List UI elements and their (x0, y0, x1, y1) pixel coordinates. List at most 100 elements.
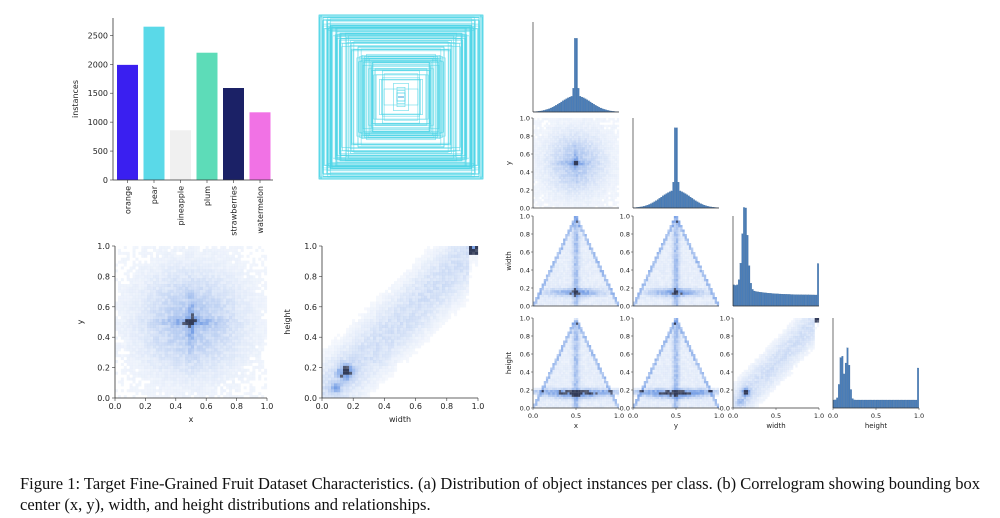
density-cell (376, 383, 380, 387)
density-cell (451, 269, 455, 273)
density-cell (193, 248, 197, 252)
density-cell (361, 313, 365, 317)
density-cell (191, 351, 195, 355)
density-cell (132, 307, 136, 311)
density-cell (535, 120, 538, 123)
density-cell (565, 203, 568, 206)
density-cell (252, 336, 256, 340)
density-cell (176, 310, 180, 314)
density-cell (237, 281, 241, 285)
density-cell (164, 307, 168, 311)
density-cell (199, 316, 203, 320)
bounding-box (334, 34, 468, 160)
density-cell (214, 383, 218, 387)
density-cell (418, 275, 422, 279)
density-cell (182, 371, 186, 375)
density-cell (199, 345, 203, 349)
density-cell (331, 374, 335, 378)
density-cell (199, 342, 203, 346)
density-cell (322, 368, 326, 372)
density-cell (556, 122, 559, 125)
density-cell (147, 322, 151, 326)
density-cell (406, 307, 410, 311)
density-cell (554, 156, 557, 159)
density-cell (185, 292, 189, 296)
density-cell (400, 360, 404, 364)
density-cell (397, 298, 401, 302)
density-cell (554, 172, 557, 175)
density-cell (552, 133, 555, 137)
density-cell (418, 269, 422, 273)
density-cell (191, 319, 195, 323)
density-cell (576, 163, 579, 166)
density-cell (231, 310, 235, 314)
density-cell (150, 362, 154, 366)
density-cell (563, 192, 566, 195)
density-cell (237, 365, 241, 369)
density-cell (211, 284, 215, 288)
density-cell (424, 301, 428, 305)
density-cell (400, 316, 404, 320)
density-cell (406, 360, 410, 364)
density-cell (424, 307, 428, 311)
density-cell (214, 284, 218, 288)
density-cell (161, 319, 165, 323)
density-cell (141, 330, 145, 334)
density-cell (155, 345, 159, 349)
density-cell (115, 278, 119, 282)
density-cell (117, 286, 121, 290)
density-cell (191, 316, 195, 320)
density-cell (258, 310, 262, 314)
density-cell (567, 167, 570, 170)
bounding-box (327, 26, 475, 168)
density-cell (138, 281, 142, 285)
density-cell (246, 269, 250, 273)
histogram-bar (769, 293, 771, 307)
density-cell (144, 354, 148, 358)
density-cell (412, 304, 416, 308)
density-cell (173, 365, 177, 369)
density-cell (161, 251, 165, 255)
density-cell (193, 295, 197, 299)
density-cell (569, 203, 572, 206)
density-cell (391, 362, 395, 366)
density-cell (196, 345, 200, 349)
density-cell (385, 322, 389, 326)
density-cell (243, 336, 247, 340)
density-cell (173, 354, 177, 358)
density-cell (427, 246, 431, 250)
density-cell (141, 322, 145, 326)
density-cell (569, 127, 572, 130)
density-cell (141, 357, 145, 361)
density-cell (255, 342, 259, 346)
histogram-bar (656, 199, 659, 209)
density-cell (550, 156, 553, 159)
density-cell (576, 120, 579, 123)
density-cell (569, 120, 572, 123)
density-cell (246, 392, 250, 396)
density-cell (358, 395, 362, 399)
density-cell (382, 374, 386, 378)
density-cell (226, 275, 230, 279)
density-cell (463, 295, 467, 299)
density-cell (179, 269, 183, 273)
density-cell (418, 313, 422, 317)
histogram-bar (836, 397, 839, 409)
density-cell (144, 281, 148, 285)
density-cell (231, 246, 235, 250)
density-cell (543, 154, 546, 157)
density-cell (460, 254, 464, 258)
density-cell (231, 272, 235, 276)
density-cell (424, 310, 428, 314)
density-cell (223, 313, 227, 317)
y-tick-label: 0.8 (97, 272, 110, 281)
density-cell (569, 140, 572, 143)
density-cell (370, 319, 374, 323)
histogram-bar (684, 193, 687, 209)
density-cell (576, 124, 579, 128)
density-cell (343, 348, 347, 352)
density-cell (193, 269, 197, 273)
density-cell (226, 392, 230, 396)
density-cell (214, 313, 218, 317)
density-cell (117, 295, 121, 299)
